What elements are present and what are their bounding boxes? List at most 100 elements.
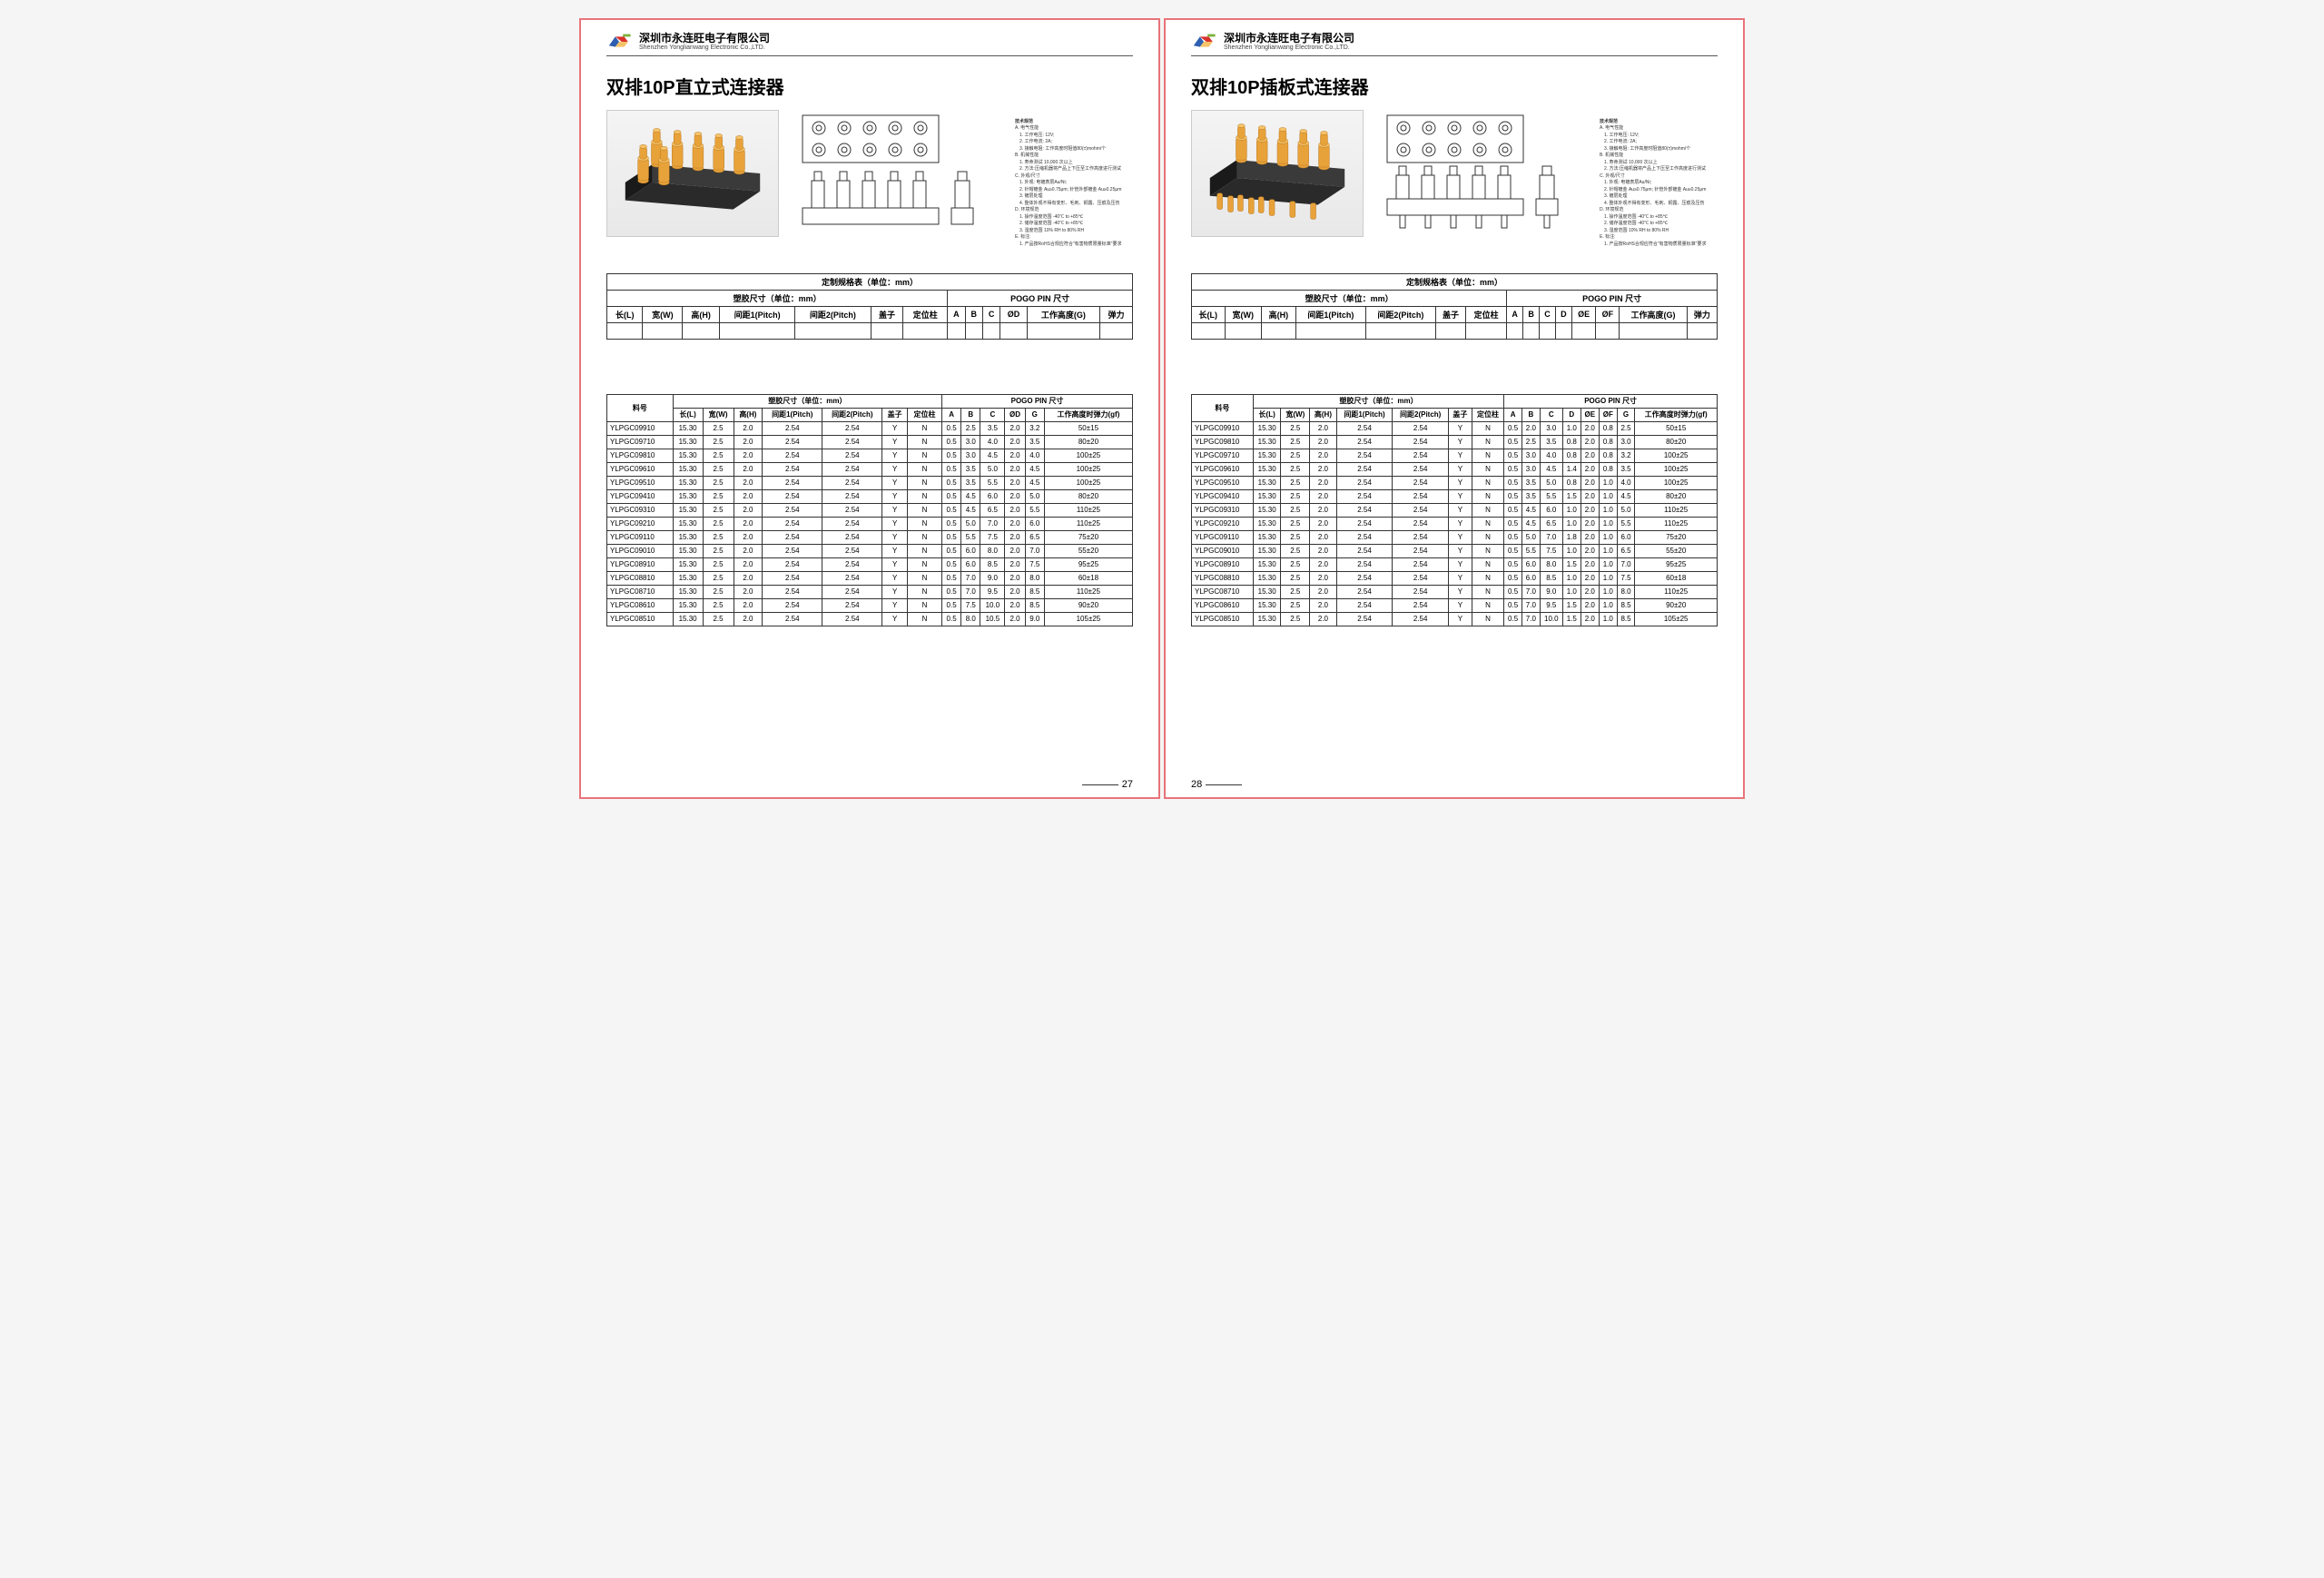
table-cell: 2.0 [1310,462,1337,476]
table-row: YLPGC0991015.302.52.02.542.54YN0.52.03.0… [1192,421,1718,435]
empty-cell [1192,322,1226,339]
col-partno: 料号 [1192,394,1254,421]
table-cell: 6.0 [980,489,1005,503]
table-cell: 2.54 [822,557,882,571]
column-header: 盖子 [882,408,908,421]
table-cell: 0.8 [1599,421,1617,435]
table-row: YLPGC0991015.302.52.02.542.54YN0.52.53.5… [607,421,1133,435]
table-cell: Y [1449,435,1472,449]
table-cell: 2.54 [1336,612,1393,626]
table-cell: 0.5 [942,598,961,612]
table-cell: 7.5 [961,598,980,612]
table-cell: 2.54 [1393,530,1449,544]
table-cell: 2.0 [1581,449,1599,462]
table-cell: 4.5 [961,503,980,517]
spec-notes: 技术规范A. 电气性能 1. 工作电压: 12V; 2. 工作电流: 2A; 3… [1600,119,1718,249]
spec-table-wrap: 定制规格表（单位：mm） 塑胶尺寸（单位：mm） POGO PIN 尺寸 长(L… [606,273,1133,340]
table-cell: 2.0 [1005,517,1025,530]
table-cell: Y [882,571,908,585]
table-cell: 2.54 [822,435,882,449]
table-cell: N [907,557,941,571]
table-row: YLPGC0971015.302.52.02.542.54YN0.53.04.0… [1192,449,1718,462]
table-cell: 2.54 [1336,557,1393,571]
table-cell: 100±25 [1044,449,1132,462]
table-cell: 4.0 [1025,449,1044,462]
table-cell: 3.5 [1025,435,1044,449]
table-row: YLPGC0941015.302.52.02.542.54YN0.53.55.5… [1192,489,1718,503]
table-cell: 2.54 [763,585,822,598]
column-header: C [1540,306,1556,322]
table-cell: Y [1449,503,1472,517]
table-cell: 7.0 [1521,598,1540,612]
table-cell: 9.0 [1540,585,1562,598]
table-cell: 2.0 [1521,421,1540,435]
table-cell: 1.5 [1562,489,1581,503]
table-cell: 2.5 [1281,489,1310,503]
table-cell: 2.0 [734,421,763,435]
table-cell: 0.5 [942,517,961,530]
column-header: 弹力 [1100,306,1133,322]
empty-cell [1555,322,1571,339]
table-cell: 100±25 [1635,476,1718,489]
table-cell: 0.8 [1562,435,1581,449]
table-cell: 0.5 [942,489,961,503]
table-row: YLPGC0931015.302.52.02.542.54YN0.54.56.5… [607,503,1133,517]
table-cell: 3.0 [1521,449,1540,462]
table-cell: 2.54 [1393,585,1449,598]
table-cell: 2.0 [734,598,763,612]
column-header: 宽(W) [1225,306,1261,322]
empty-cell [1261,322,1295,339]
table-cell: 15.30 [673,571,703,585]
table-cell: 80±20 [1635,489,1718,503]
table-cell: 1.0 [1562,421,1581,435]
table-cell: 2.54 [763,612,822,626]
table-cell: 0.5 [942,435,961,449]
product-render [1191,110,1364,237]
page-number: 27 [1078,779,1133,790]
table-cell: YLPGC09910 [1192,421,1254,435]
table-cell: 1.0 [1599,571,1617,585]
table-cell: 75±20 [1044,530,1132,544]
table-cell: 110±25 [1635,503,1718,517]
table-cell: Y [882,557,908,571]
table-cell: YLPGC09210 [1192,517,1254,530]
table-cell: Y [1449,489,1472,503]
empty-cell [720,322,795,339]
table-cell: 110±25 [1635,517,1718,530]
table-cell: Y [882,489,908,503]
technical-diagram: 技术规范A. 电气性能 1. 工作电压: 12V; 2. 工作电流: 2A; 3… [792,110,1133,237]
page-title: 双排10P直立式连接器 [606,73,1133,99]
table-cell: 5.5 [980,476,1005,489]
column-header: A [942,408,961,421]
table-cell: 7.0 [1025,544,1044,557]
table-cell: 7.0 [961,571,980,585]
table-cell: 2.5 [1281,462,1310,476]
table-cell: 6.0 [961,544,980,557]
table-cell: 6.0 [961,557,980,571]
table-cell: 2.54 [1393,503,1449,517]
table-cell: 2.0 [1310,489,1337,503]
table-cell: YLPGC09110 [607,530,674,544]
table-cell: N [907,544,941,557]
empty-cell [1540,322,1556,339]
table-cell: 2.54 [1393,557,1449,571]
table-cell: 80±20 [1635,435,1718,449]
table-cell: 2.5 [703,476,734,489]
table-cell: N [907,612,941,626]
table-cell: 3.2 [1617,449,1635,462]
table-cell: YLPGC09410 [607,489,674,503]
table-cell: 0.5 [942,449,961,462]
table-row: YLPGC0931015.302.52.02.542.54YN0.54.56.0… [1192,503,1718,517]
table-cell: Y [1449,449,1472,462]
table-cell: 3.5 [1617,462,1635,476]
table-cell: 15.30 [1253,462,1281,476]
table-cell: 15.30 [1253,544,1281,557]
table-cell: 0.5 [1504,612,1522,626]
empty-cell [871,322,903,339]
table-cell: 2.54 [1336,489,1393,503]
table-cell: 2.0 [1310,544,1337,557]
table-cell: 2.0 [734,489,763,503]
empty-cell [903,322,948,339]
table-row: YLPGC0911015.302.52.02.542.54YN0.55.57.5… [607,530,1133,544]
column-header: 定位柱 [1472,408,1504,421]
